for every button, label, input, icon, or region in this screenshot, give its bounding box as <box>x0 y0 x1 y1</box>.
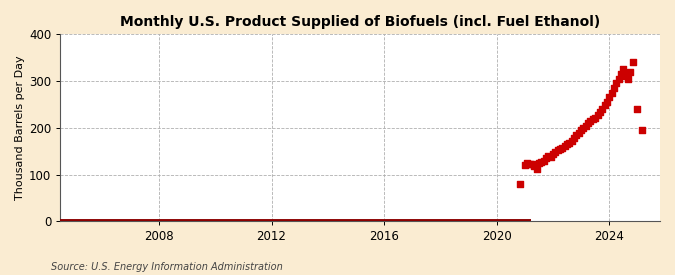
Point <box>526 162 537 167</box>
Point <box>522 161 533 165</box>
Point <box>560 144 570 148</box>
Point <box>597 107 608 111</box>
Point <box>562 142 572 147</box>
Point <box>632 107 643 111</box>
Point <box>601 100 612 104</box>
Point <box>618 67 629 72</box>
Point <box>583 121 593 125</box>
Point <box>590 116 601 120</box>
Point <box>552 148 563 153</box>
Point <box>595 109 605 114</box>
Text: Source: U.S. Energy Information Administration: Source: U.S. Energy Information Administ… <box>51 262 282 272</box>
Point <box>599 103 610 108</box>
Point <box>606 91 617 95</box>
Point <box>625 70 636 74</box>
Point <box>623 76 634 81</box>
Point <box>592 112 603 117</box>
Point <box>604 95 615 100</box>
Point <box>566 139 577 143</box>
Point <box>529 164 539 169</box>
Point <box>557 145 568 150</box>
Point <box>541 156 551 161</box>
Point <box>555 147 566 151</box>
Point <box>588 117 599 122</box>
Point <box>637 128 648 133</box>
Point <box>545 155 556 159</box>
Point <box>576 128 587 133</box>
Point <box>524 162 535 166</box>
Point <box>574 130 585 135</box>
Point <box>571 133 582 137</box>
Point <box>550 150 561 155</box>
Point <box>533 161 544 165</box>
Point <box>620 74 631 79</box>
Point <box>580 123 591 128</box>
Point <box>578 126 589 130</box>
Point <box>520 163 531 167</box>
Point <box>627 60 638 65</box>
Point <box>613 76 624 81</box>
Point <box>547 152 558 156</box>
Point <box>564 141 575 145</box>
Y-axis label: Thousand Barrels per Day: Thousand Barrels per Day <box>15 56 25 200</box>
Point <box>531 167 542 171</box>
Point <box>543 154 554 158</box>
Point <box>536 160 547 164</box>
Point <box>539 158 549 163</box>
Point <box>609 86 620 90</box>
Point <box>616 72 626 76</box>
Point <box>611 81 622 86</box>
Point <box>515 182 526 186</box>
Point <box>569 136 580 141</box>
Point <box>585 119 596 123</box>
Title: Monthly U.S. Product Supplied of Biofuels (incl. Fuel Ethanol): Monthly U.S. Product Supplied of Biofuel… <box>120 15 600 29</box>
